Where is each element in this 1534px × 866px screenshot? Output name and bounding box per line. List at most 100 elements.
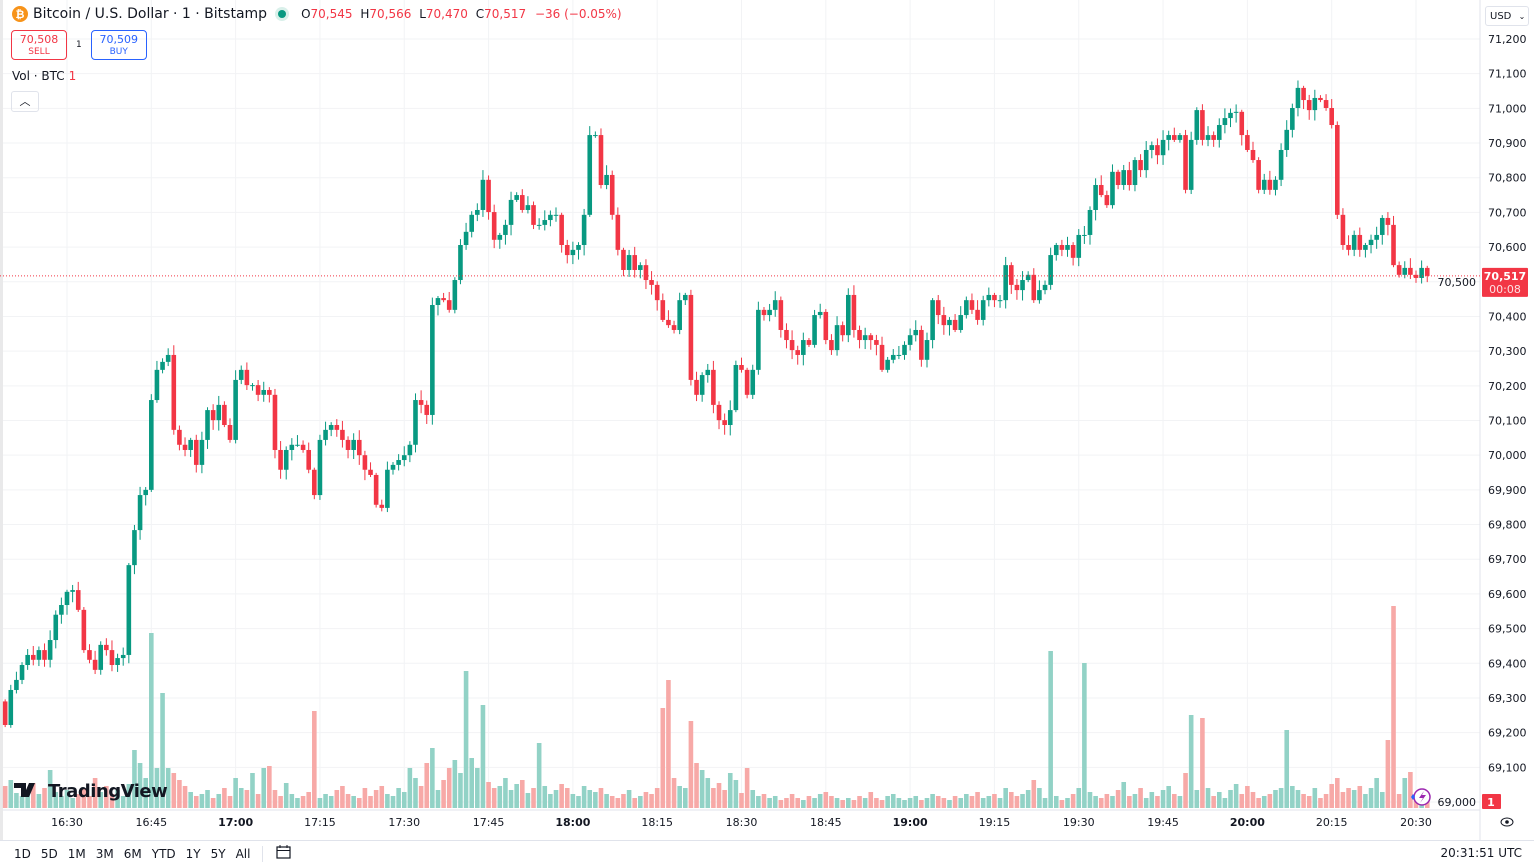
collapse-legend-button[interactable]: ︿ (11, 91, 39, 112)
candle (1183, 135, 1188, 190)
candle (593, 135, 598, 137)
volume-bar (1385, 740, 1391, 808)
volume-bar (126, 784, 132, 808)
range-ytd[interactable]: YTD (151, 846, 176, 861)
volume-bar (1172, 794, 1177, 808)
volume-bar (1357, 786, 1363, 808)
volume-bar (233, 778, 238, 808)
range-3m[interactable]: 3M (95, 846, 114, 861)
volume-bar (615, 798, 621, 808)
volume-bar (227, 796, 233, 808)
volume-bar (756, 796, 761, 808)
x-tick-label: 16:30 (51, 816, 83, 829)
volume-bar (70, 798, 75, 808)
volume-bar (115, 790, 120, 808)
candle (250, 385, 255, 387)
volume-bar (165, 768, 171, 808)
volume-bar (772, 796, 778, 808)
sparkle-icon (1411, 794, 1415, 800)
high-value: 70,566 (369, 7, 412, 21)
volume-bar (120, 796, 126, 808)
candle (542, 220, 548, 225)
currency-select[interactable]: USD ⌄ (1485, 6, 1529, 26)
volume-legend[interactable]: Vol · BTC 1 (12, 69, 76, 83)
volume-bar (643, 792, 649, 808)
volume-bar (267, 766, 272, 808)
candle (149, 400, 154, 490)
volume-bar (452, 760, 458, 808)
sell-button[interactable]: 70,508 SELL (11, 30, 67, 60)
volume-bar (373, 790, 379, 808)
range-5d[interactable]: 5D (40, 846, 58, 861)
candle (340, 429, 345, 440)
last-price-value: 70,517 (1484, 270, 1526, 283)
candle (1070, 245, 1076, 258)
range-1d[interactable]: 1D (14, 846, 31, 861)
price-chart[interactable]: 71,200 71,100 71,000 70,900 70,800 70,700 70,6… (0, 0, 1534, 840)
candle (413, 400, 418, 445)
calendar-icon[interactable] (275, 844, 293, 863)
volume-bar (1070, 794, 1076, 808)
volume-bar (801, 800, 806, 808)
candle (874, 340, 879, 345)
range-6m[interactable]: 6M (123, 846, 142, 861)
range-5y[interactable]: 5Y (210, 846, 226, 861)
candle (845, 294, 851, 336)
volume-bar (154, 768, 160, 808)
candle (992, 294, 997, 301)
volume-bar (593, 792, 598, 808)
candle (615, 214, 621, 250)
volume-bar (1368, 788, 1374, 808)
range-1m[interactable]: 1M (67, 846, 86, 861)
volume-bar (441, 780, 446, 808)
volume-bar (1076, 788, 1082, 808)
range-1y[interactable]: 1Y (185, 846, 201, 861)
x-tick-label: 19:15 (979, 816, 1011, 829)
volume-bar (508, 790, 514, 808)
volume-bar (834, 798, 840, 808)
volume-bar (1256, 798, 1261, 808)
candle (30, 654, 36, 660)
volume-bar (1082, 663, 1087, 808)
candle (643, 265, 649, 281)
y-tick-label: 69,200 (1488, 727, 1527, 740)
volume-bar (295, 798, 300, 808)
volume-value: 1 (68, 69, 77, 83)
candle (300, 444, 306, 450)
volume-bar (81, 788, 87, 808)
symbol-title[interactable]: Bitcoin / U.S. Dollar · 1 · Bitstamp (33, 6, 268, 22)
candle (1138, 160, 1143, 171)
y-tick-label: 70,700 (1488, 206, 1527, 219)
candle (958, 315, 964, 330)
eye-icon[interactable] (1500, 817, 1514, 827)
candle (441, 298, 446, 301)
volume-bar (1132, 794, 1138, 808)
candle (1228, 112, 1233, 119)
volume-bar (649, 794, 654, 808)
buy-button[interactable]: 70,509 BUY (90, 30, 147, 60)
volume-bar (812, 798, 817, 808)
volume-bar (98, 792, 104, 808)
y-tick-label: 69,300 (1488, 692, 1527, 705)
volume-bar (1031, 780, 1037, 808)
bar-countdown: 00:08 (1489, 283, 1521, 296)
range-all[interactable]: All (235, 846, 251, 861)
clock[interactable]: 20:31:51 UTC (1440, 846, 1523, 860)
candle (1166, 135, 1171, 140)
volume-bar (87, 796, 92, 808)
candle (491, 212, 497, 240)
volume-bar (1329, 784, 1334, 808)
volume-bar (1391, 606, 1396, 808)
volume-bar (1267, 794, 1273, 808)
candle (317, 439, 323, 496)
volume-bar (1239, 794, 1245, 808)
candle (767, 309, 772, 316)
candle (1065, 245, 1070, 250)
candle (688, 294, 694, 380)
volume-bar (1149, 792, 1155, 808)
volume-bar (199, 794, 205, 808)
volume-bar (463, 671, 469, 808)
volume-bar (1127, 796, 1132, 808)
volume-bar (30, 783, 36, 808)
candle (604, 174, 609, 186)
